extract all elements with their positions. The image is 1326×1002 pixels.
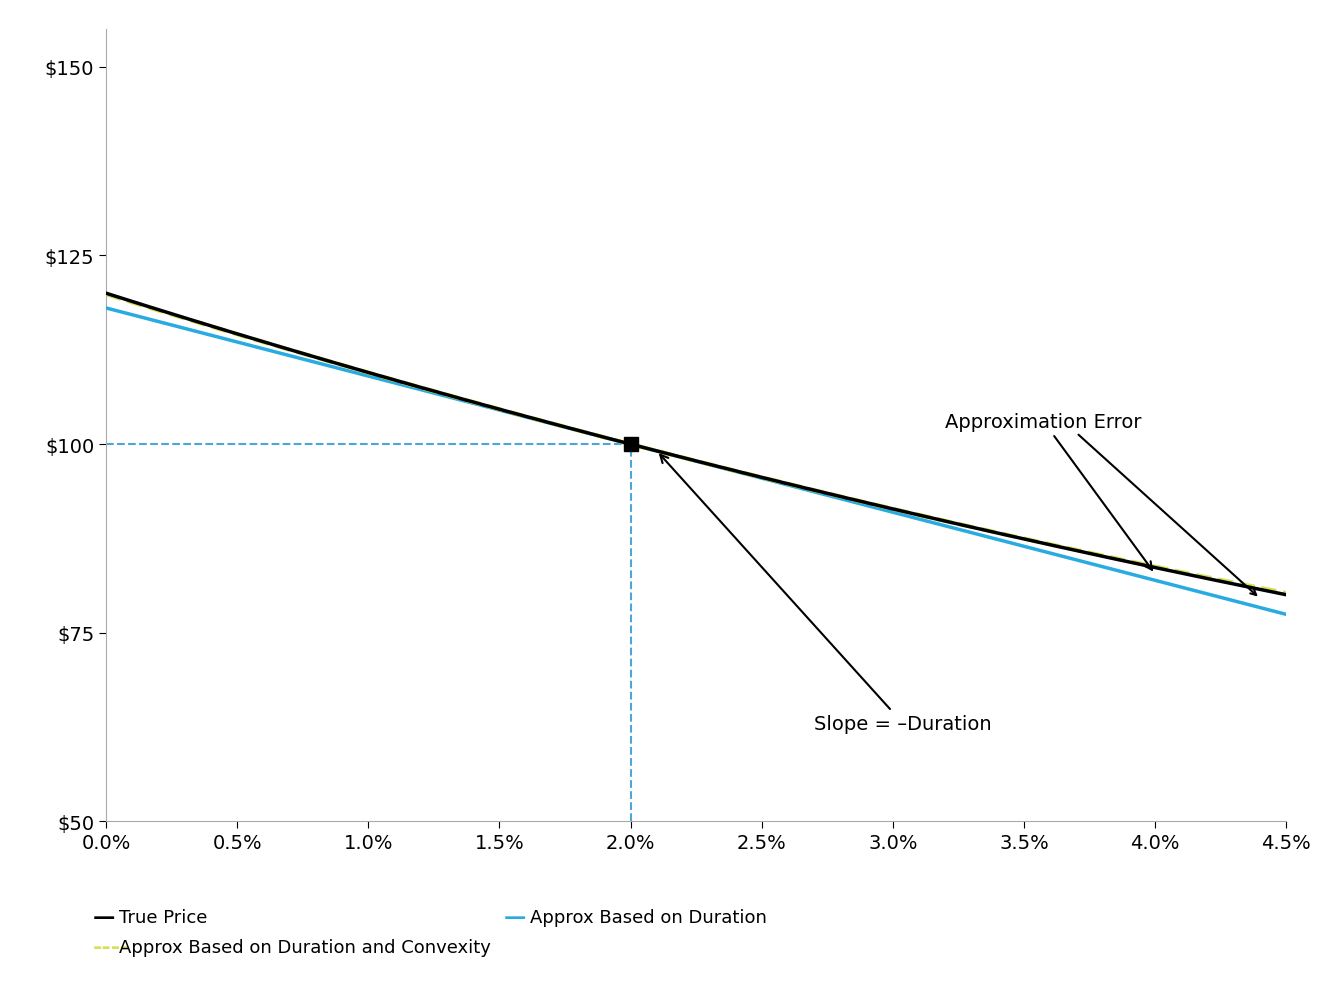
Approx Based on Duration and Convexity [402,379,418,391]
True Price [98,288,114,300]
Approx Based on Duration and Convexity [98,289,114,301]
Approx Based on Duration [98,303,114,315]
Approx Based on Duration and Convexity [306,352,322,364]
True Price [402,379,418,391]
Text: Approx Based on Duration: Approx Based on Duration [530,908,768,926]
Approx Based on Duration [633,441,648,453]
Approx Based on Duration [886,507,902,519]
Text: Slope = –Duration: Slope = –Duration [660,455,992,733]
Text: Approximation Error: Approximation Error [945,413,1152,570]
Approx Based on Duration and Convexity [793,482,809,494]
Text: —: — [93,907,115,927]
Approx Based on Duration and Convexity [987,526,1002,538]
Approx Based on Duration and Convexity [1278,587,1294,599]
Approx Based on Duration and Convexity [633,441,648,453]
True Price [793,482,809,494]
Text: Approx Based on Duration and Convexity: Approx Based on Duration and Convexity [119,938,491,956]
Text: True Price: True Price [119,908,208,926]
Text: —: — [504,907,526,927]
Approx Based on Duration [402,382,418,394]
True Price [886,504,902,516]
Approx Based on Duration [306,357,322,369]
True Price [1278,589,1294,601]
Line: True Price: True Price [106,294,1286,595]
Line: Approx Based on Duration and Convexity: Approx Based on Duration and Convexity [106,295,1286,593]
True Price [987,527,1002,539]
Approx Based on Duration and Convexity [886,504,902,516]
Line: Approx Based on Duration: Approx Based on Duration [106,309,1286,615]
True Price [306,352,322,364]
True Price [633,441,648,453]
Text: ----: ---- [93,937,130,957]
Approx Based on Duration [1278,609,1294,621]
Approx Based on Duration [987,533,1002,545]
Approx Based on Duration [793,483,809,495]
